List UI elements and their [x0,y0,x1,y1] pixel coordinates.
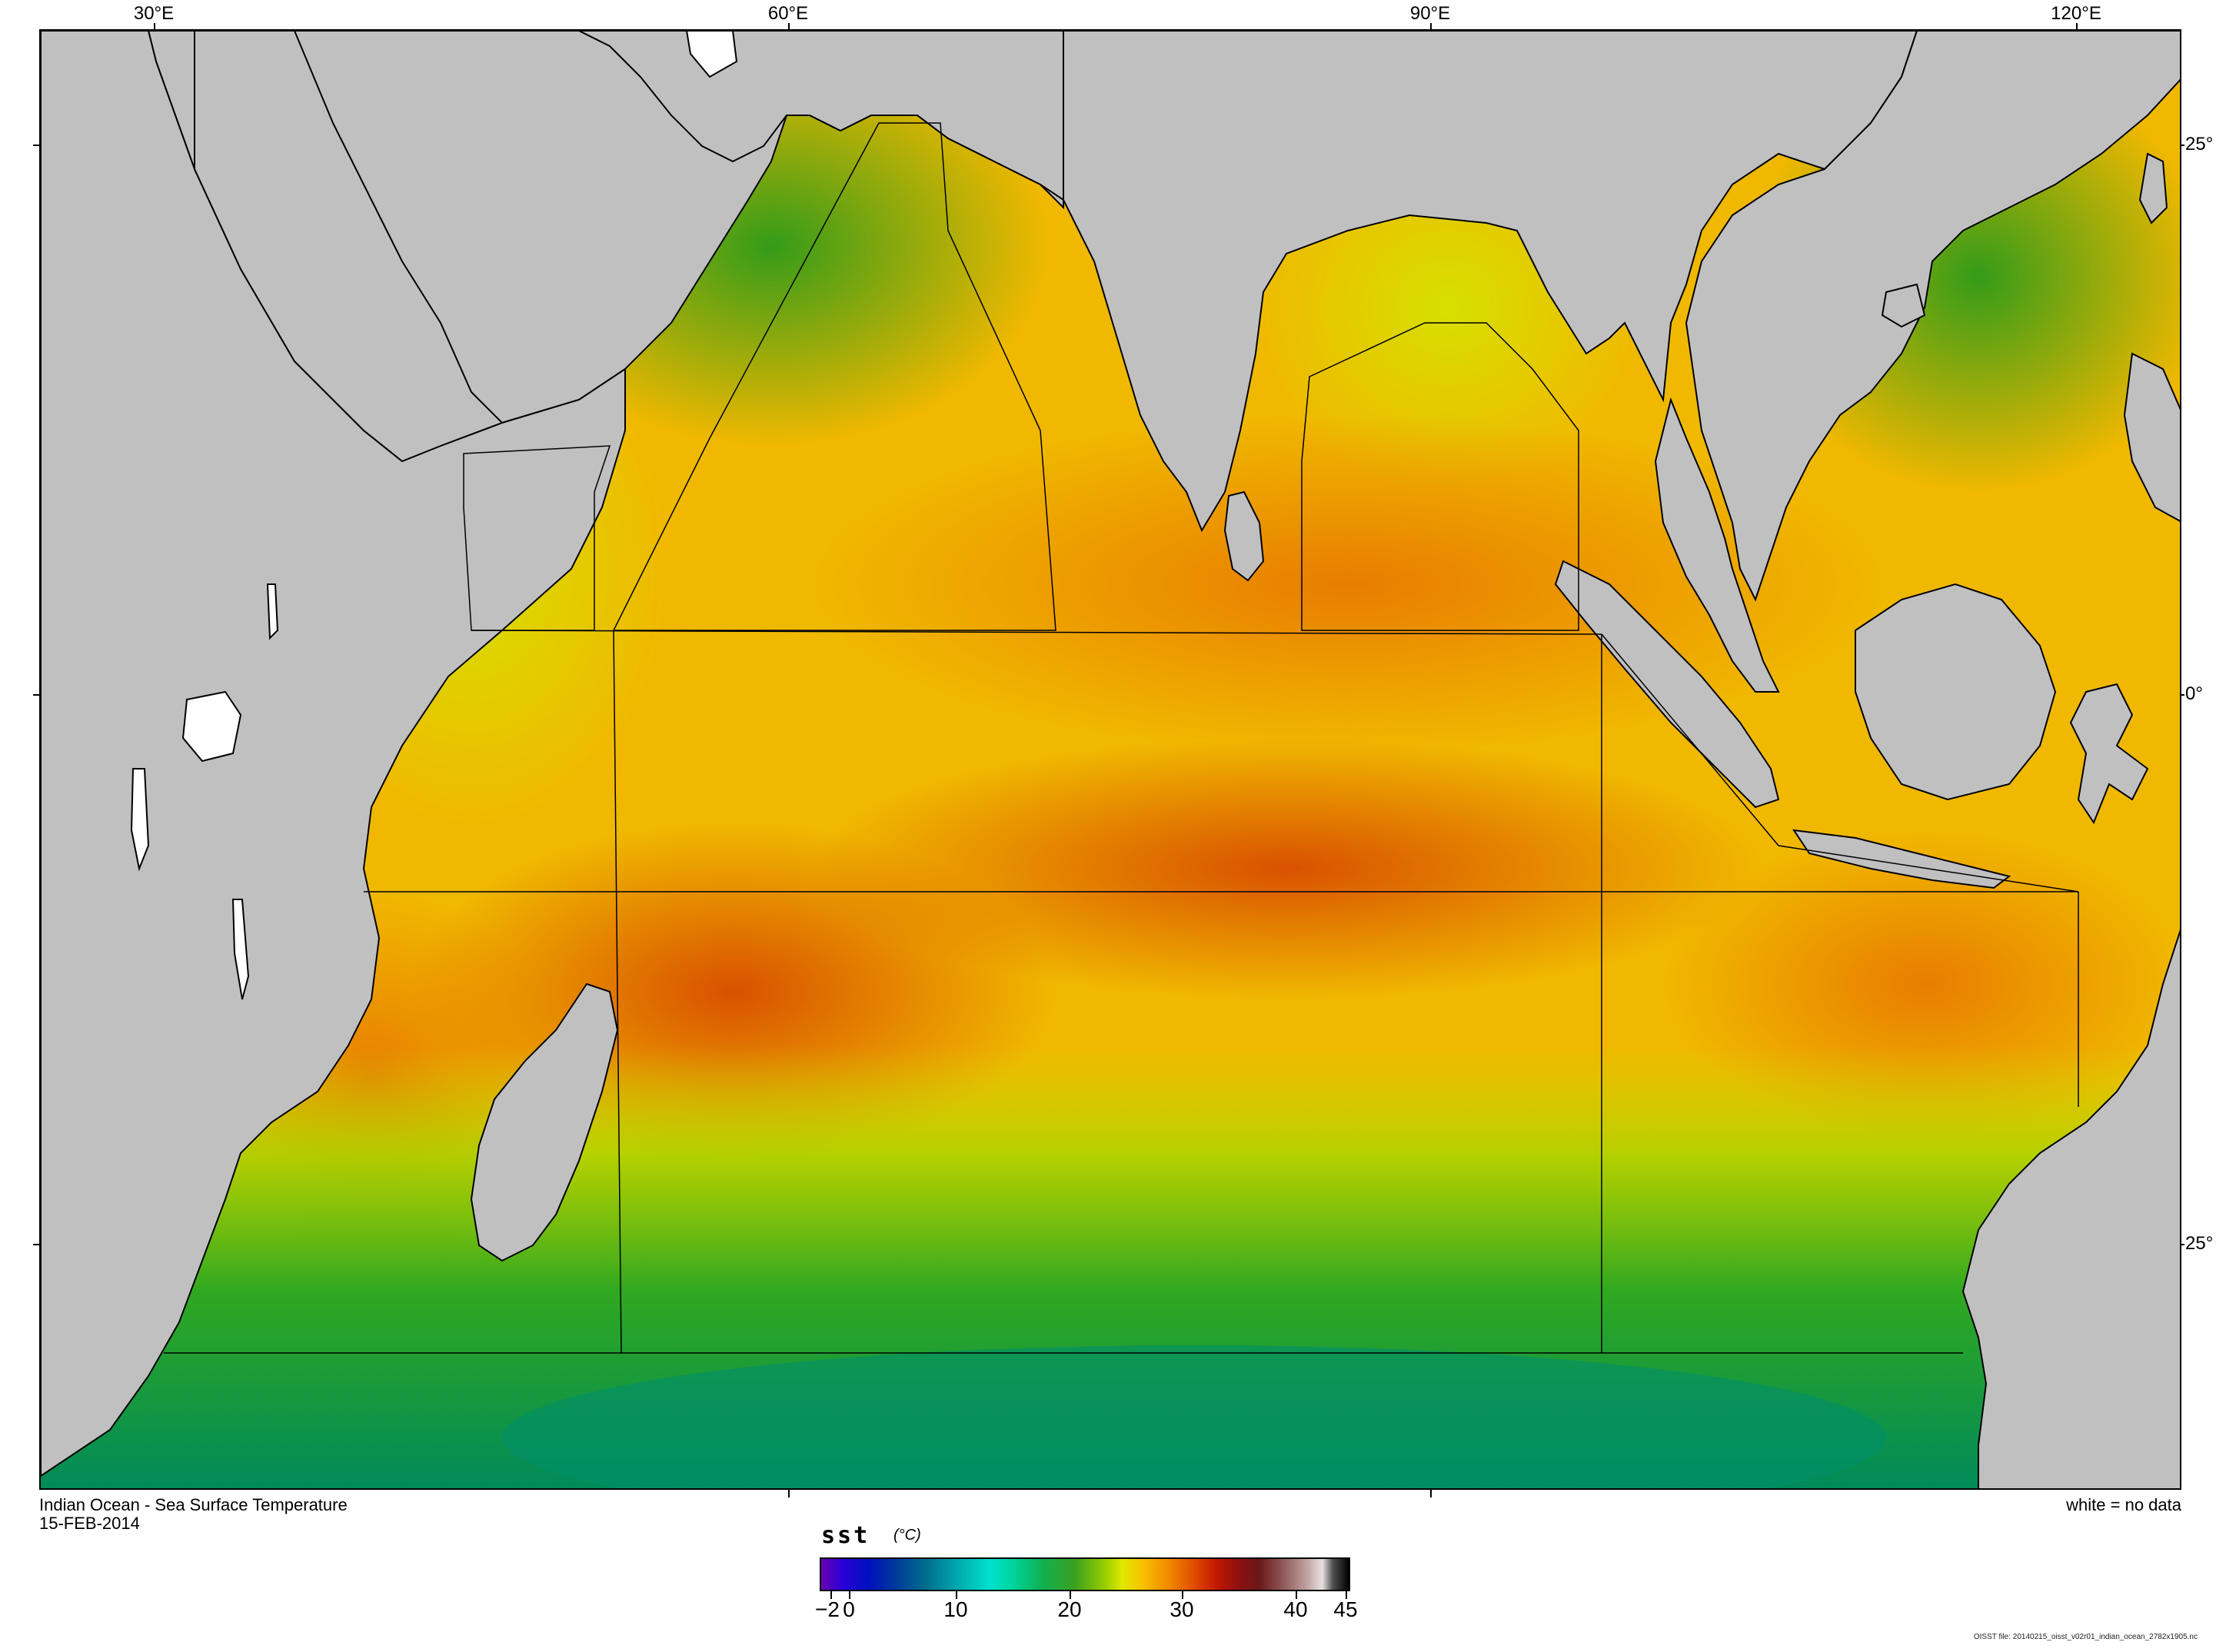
colorbar-label-10: 10 [943,1597,968,1621]
lon-tick-top-30e [154,23,155,29]
sumatra-offset [1601,633,2079,892]
colorbar [820,1557,1350,1591]
colorbar-tick-45 [1346,1591,1347,1599]
lat-label-25n: 25° [2185,134,2214,155]
lon-tick-top-60e [788,23,790,29]
colorbar-label-0: 0 [843,1597,855,1621]
lon-label-60e: 60°E [767,3,809,24]
lat-tick-right-25n [2180,145,2184,146]
lon-label-120e: 120°E [2051,3,2101,24]
philippines [2123,352,2180,522]
lake-tanganyika [130,768,150,872]
india-land [1063,31,1918,533]
australia [1961,929,2180,1488]
caspian-edge [685,31,738,78]
lat-tick-left-25s [33,1244,39,1245]
lon-tick-bottom-90e [1430,1490,1432,1497]
land [41,31,2180,1488]
sulawesi [2069,683,2149,825]
java [1792,829,2011,889]
lake-malawi [231,899,250,1000]
warm-pool-core [810,738,1763,999]
lon-label-30e: 30°E [133,3,175,24]
lat-tick-right-25s [2180,1244,2184,1245]
lat-tick-left-0 [33,694,39,696]
china-indochina-land [1685,31,2180,602]
colorbar-label-45: 45 [1333,1597,1358,1621]
southern-teal [502,1345,1886,1488]
file-label: OISST file: 20140215_oisst_v02r01_indian… [1973,1633,2198,1641]
hainan [1881,283,1926,328]
iran-land [578,31,1064,201]
colorbar-unit: (°C) [893,1527,921,1544]
arabian-sea-box [612,122,1056,631]
colorbar-tick-10 [956,1591,957,1599]
warm-pool-north [810,415,1886,753]
sumatra [1554,560,1780,809]
no-data-note: white = no data [2066,1495,2181,1514]
no-data-areas [130,31,738,1000]
sri-lanka [1223,490,1265,582]
colorbar-label-40: 40 [1283,1597,1308,1621]
lake-victoria [181,690,242,763]
colorbar-label-20: 20 [1057,1597,1082,1621]
map-date: 15-FEB-2014 [39,1514,140,1533]
lat-tick-left-25n [33,145,39,146]
lon-tick-top-90e [1430,23,1432,29]
lon-label-90e: 90°E [1409,3,1451,24]
borneo [1855,583,2057,801]
colorbar-tick-30 [1182,1591,1183,1599]
colorbar-tick-40 [1296,1591,1297,1599]
southeast-asia-land [1654,397,1780,693]
west-vertical [613,630,622,1354]
lat-label-0: 0° [2185,683,2203,704]
bengal-box [1301,322,1579,631]
lon-tick-bottom-60e [788,1490,790,1497]
colorbar-tick-20 [1070,1591,1071,1599]
lat-label-25s: 25° [2185,1233,2214,1254]
sst-map [39,29,2181,1490]
lon-tick-top-120e [2076,23,2078,29]
taiwan [2138,152,2168,224]
colorbar-label-minus2: −2 [815,1597,840,1621]
map-title: Indian Ocean - Sea Surface Temperature [39,1495,348,1514]
region-boundaries [164,122,2079,1354]
arabian-peninsula [194,31,504,463]
lake-turkana [266,583,279,640]
colorbar-tick-minus2 [830,1591,832,1599]
equator-line [471,630,1602,635]
colorbar-label-30: 30 [1170,1597,1194,1621]
madagascar [470,982,619,1262]
colorbar-variable: sst [821,1522,870,1549]
colorbar-tick-0 [849,1591,850,1599]
lat-tick-right-0 [2180,694,2184,696]
